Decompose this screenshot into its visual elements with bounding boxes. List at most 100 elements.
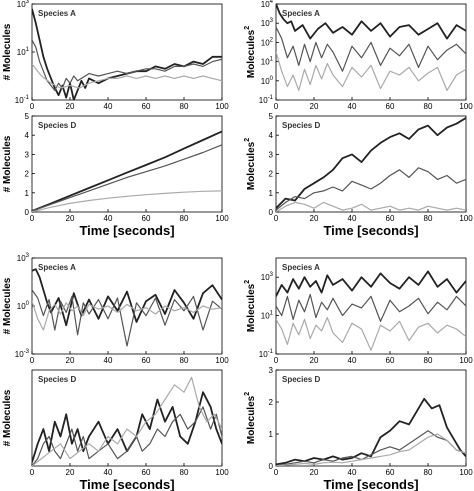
- x-axis-label: Time [seconds]: [79, 477, 174, 491]
- series-line-1: [32, 268, 222, 327]
- x-tick-label: 40: [348, 468, 357, 477]
- x-tick-label: 80: [424, 214, 433, 223]
- y-tick-label: 10-1: [259, 349, 274, 359]
- y-tick-label: 104: [261, 0, 274, 9]
- series-line-2: [32, 406, 222, 466]
- x-tick-label: 40: [348, 102, 357, 111]
- y-tick-label: 10-3: [15, 349, 30, 359]
- y-tick-label: 5: [25, 112, 30, 121]
- x-tick-label: 100: [215, 468, 229, 477]
- y-axis-label: # Molecules: [2, 389, 13, 446]
- y-tick-label: 1: [269, 430, 274, 439]
- x-axis-label: Time [seconds]: [323, 223, 418, 238]
- y-tick-label: 100: [261, 76, 274, 86]
- x-tick-label: 40: [104, 356, 113, 365]
- x-tick-label: 40: [104, 102, 113, 111]
- chart-panel-lower-left: 0 20 40 60 80 100 10-3 100 103 Species A # Molecul…: [2, 253, 229, 365]
- chart-panel-bottom-left: 0 20 40 60 80 100 Species D # Molecules Time [se…: [2, 369, 229, 491]
- y-tick-label: 103: [17, 0, 30, 9]
- species-annotation: Species A: [282, 263, 320, 272]
- series-line-1: [32, 391, 222, 463]
- species-annotation: Species D: [38, 375, 76, 384]
- species-annotation: Species A: [38, 9, 76, 18]
- y-tick-label: 3: [269, 366, 274, 375]
- x-tick-label: 100: [459, 468, 473, 477]
- chart-panel-lower-right: 0 20 40 60 80 100 10-1 101 103 Species A Molecules…: [244, 257, 473, 365]
- x-tick-label: 20: [66, 356, 75, 365]
- series-line-3: [32, 376, 222, 466]
- series-line-2: [32, 144, 222, 212]
- series-line-1: [32, 130, 222, 212]
- y-tick-label: 5: [269, 112, 274, 121]
- y-axis-label: # Molecules: [2, 277, 13, 334]
- y-tick-label: 101: [261, 311, 274, 321]
- series-line-3: [276, 201, 466, 212]
- x-tick-label: 40: [348, 214, 357, 223]
- x-tick-label: 0: [274, 356, 279, 365]
- x-tick-label: 20: [310, 356, 319, 365]
- x-tick-label: 40: [104, 468, 113, 477]
- species-annotation: Species A: [38, 263, 76, 272]
- y-axis-label: Molecules2: [244, 26, 257, 78]
- y-axis-label: Molecules2: [244, 280, 257, 332]
- species-annotation: Species D: [282, 121, 320, 130]
- x-tick-label: 20: [66, 468, 75, 477]
- x-tick-label: 60: [386, 102, 395, 111]
- chart-panel-mid-left: 0 20 40 60 80 100 0 1 2 3 4 5 Species D # Molecules Ti…: [2, 112, 229, 238]
- x-tick-label: 80: [424, 468, 433, 477]
- x-tick-label: 80: [180, 102, 189, 111]
- series-line-2: [276, 26, 466, 72]
- x-tick-label: 60: [386, 356, 395, 365]
- series-line-3: [276, 51, 466, 91]
- x-tick-label: 80: [180, 214, 189, 223]
- plot-frame: [275, 257, 467, 355]
- y-tick-label: 2: [25, 170, 30, 179]
- x-tick-label: 0: [274, 214, 279, 223]
- y-tick-label: 2: [269, 398, 274, 407]
- series-line-2: [32, 289, 222, 347]
- chart-panel-bottom-right: 0 20 40 60 80 100 0 1 2 3 Species D Molecules2 Time …: [244, 366, 473, 491]
- series-line-3: [276, 433, 466, 466]
- x-tick-label: 20: [310, 468, 319, 477]
- x-tick-label: 0: [30, 214, 35, 223]
- series-line-1: [276, 117, 466, 209]
- plot-frame: [31, 115, 223, 213]
- x-tick-label: 20: [310, 214, 319, 223]
- x-tick-label: 80: [424, 356, 433, 365]
- x-tick-label: 60: [386, 468, 395, 477]
- y-tick-label: 4: [25, 131, 30, 140]
- y-tick-label: 101: [17, 47, 30, 57]
- y-tick-label: 0: [25, 208, 30, 217]
- y-tick-label: 10-1: [15, 95, 30, 105]
- y-tick-label: 0: [269, 462, 274, 471]
- series-line-3: [32, 301, 222, 331]
- x-tick-label: 0: [30, 468, 35, 477]
- x-tick-label: 60: [142, 468, 151, 477]
- x-tick-label: 60: [386, 214, 395, 223]
- chart-panel-top-right: 0 20 40 60 80 100 10-1 100 101 102 103 104 Species A…: [244, 0, 473, 111]
- species-annotation: Species A: [282, 9, 320, 18]
- plot-frame: [275, 115, 467, 213]
- series-line-2: [276, 167, 466, 211]
- y-tick-label: 3: [25, 150, 30, 159]
- y-tick-label: 3: [269, 150, 274, 159]
- y-axis-label: # Molecules: [2, 23, 13, 80]
- x-tick-label: 100: [215, 356, 229, 365]
- y-tick-label: 103: [261, 272, 274, 282]
- x-tick-label: 100: [459, 356, 473, 365]
- y-tick-label: 4: [269, 131, 274, 140]
- x-tick-label: 0: [30, 102, 35, 111]
- x-tick-label: 100: [459, 214, 473, 223]
- x-tick-label: 20: [66, 102, 75, 111]
- x-tick-label: 40: [104, 214, 113, 223]
- x-tick-label: 20: [310, 102, 319, 111]
- series-line-3: [32, 63, 222, 89]
- x-tick-label: 60: [142, 102, 151, 111]
- series-line-2: [32, 39, 222, 91]
- x-tick-label: 100: [215, 102, 229, 111]
- x-tick-label: 100: [459, 102, 473, 111]
- x-tick-label: 60: [142, 356, 151, 365]
- plot-frame: [31, 257, 223, 355]
- series-line-3: [276, 316, 466, 351]
- y-axis-label: # Molecules: [2, 135, 13, 192]
